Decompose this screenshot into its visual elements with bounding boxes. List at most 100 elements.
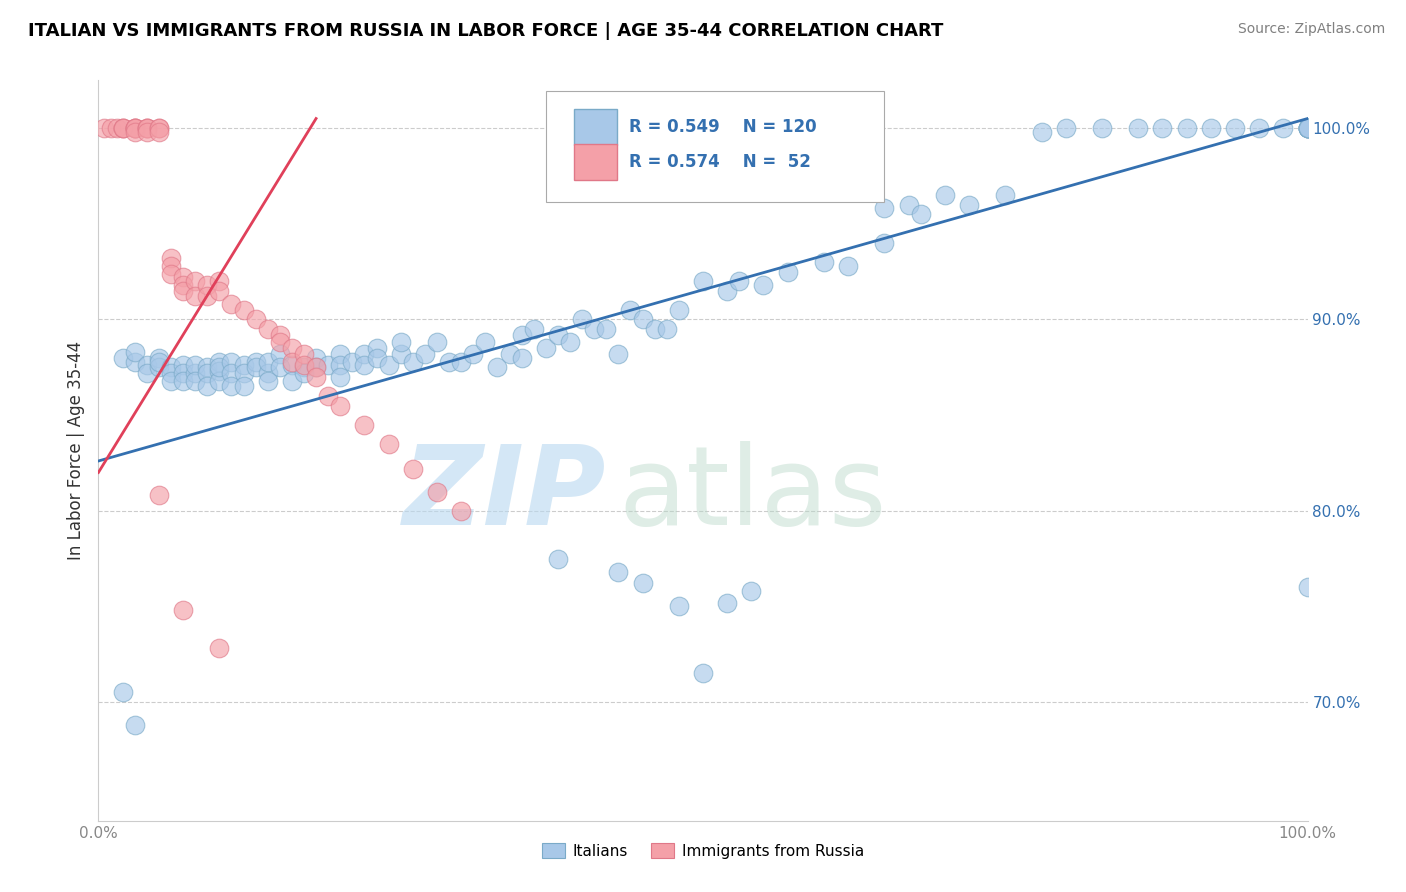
Point <box>655 322 678 336</box>
Point <box>135 125 157 139</box>
Point <box>269 327 291 342</box>
Text: Source: ZipAtlas.com: Source: ZipAtlas.com <box>1237 22 1385 37</box>
Point <box>389 347 412 361</box>
Point <box>124 345 146 359</box>
Point <box>269 360 291 375</box>
Point <box>342 354 364 368</box>
Point <box>631 576 654 591</box>
Point <box>1249 121 1271 136</box>
Point <box>389 335 412 350</box>
Point <box>184 359 207 373</box>
Point <box>692 274 714 288</box>
Point <box>256 374 278 388</box>
Point <box>366 351 388 365</box>
Point <box>873 235 896 250</box>
Point <box>124 121 146 136</box>
Text: R = 0.549    N = 120: R = 0.549 N = 120 <box>630 118 817 136</box>
Point <box>486 360 509 375</box>
Point <box>292 347 315 361</box>
Point <box>232 379 254 393</box>
Point <box>184 274 207 288</box>
Point <box>221 297 243 311</box>
Point <box>221 354 243 368</box>
Point <box>668 599 690 614</box>
Point <box>366 341 388 355</box>
Point <box>1128 121 1150 136</box>
Point <box>377 436 399 450</box>
Point <box>547 551 569 566</box>
Point <box>292 366 315 380</box>
Point <box>245 354 267 368</box>
Point <box>426 484 449 499</box>
Point <box>305 360 328 375</box>
Point <box>100 121 122 136</box>
Point <box>148 351 170 365</box>
Point <box>160 267 183 281</box>
Point <box>1296 580 1319 594</box>
Point <box>208 374 231 388</box>
Point <box>571 312 593 326</box>
Point <box>1272 121 1295 136</box>
Point <box>450 354 472 368</box>
Point <box>195 277 218 292</box>
Point <box>208 641 231 656</box>
Point <box>292 360 315 375</box>
Point <box>716 284 738 298</box>
Point <box>329 347 352 361</box>
Point <box>172 374 194 388</box>
Point <box>353 417 375 432</box>
Point <box>668 302 690 317</box>
FancyBboxPatch shape <box>574 109 617 145</box>
Point <box>172 270 194 285</box>
Point <box>716 596 738 610</box>
Point <box>135 121 157 136</box>
Point <box>148 121 170 136</box>
Point <box>208 274 231 288</box>
Point <box>1296 121 1319 136</box>
Point <box>256 354 278 368</box>
Point <box>1296 121 1319 136</box>
Point <box>728 274 751 288</box>
Point <box>994 188 1017 202</box>
Text: atlas: atlas <box>619 442 887 549</box>
Point <box>135 359 157 373</box>
Point <box>957 197 980 211</box>
Point <box>256 366 278 380</box>
Point <box>111 351 134 365</box>
Point <box>148 354 170 368</box>
Point <box>776 264 799 278</box>
Point <box>292 359 315 373</box>
Point <box>607 347 630 361</box>
Point <box>510 327 533 342</box>
Text: R = 0.574    N =  52: R = 0.574 N = 52 <box>630 153 811 170</box>
Point <box>910 207 932 221</box>
Point <box>523 322 546 336</box>
Point <box>329 399 352 413</box>
Point <box>232 359 254 373</box>
Legend: Italians, Immigrants from Russia: Italians, Immigrants from Russia <box>536 837 870 865</box>
Point <box>463 347 485 361</box>
Point <box>184 366 207 380</box>
Point <box>148 125 170 139</box>
Point <box>124 718 146 732</box>
Point <box>256 322 278 336</box>
Point <box>305 369 328 384</box>
Point <box>740 584 762 599</box>
Point <box>172 359 194 373</box>
Point <box>1031 125 1053 139</box>
Point <box>377 359 399 373</box>
Point <box>148 488 170 502</box>
Point <box>269 335 291 350</box>
Point <box>172 366 194 380</box>
Point <box>172 277 194 292</box>
Point <box>607 565 630 579</box>
Point <box>305 351 328 365</box>
Point <box>135 121 157 136</box>
FancyBboxPatch shape <box>546 91 884 202</box>
Point <box>813 255 835 269</box>
Point <box>619 302 641 317</box>
Y-axis label: In Labor Force | Age 35-44: In Labor Force | Age 35-44 <box>66 341 84 560</box>
Point <box>437 354 460 368</box>
Point <box>305 360 328 375</box>
Point <box>111 121 134 136</box>
